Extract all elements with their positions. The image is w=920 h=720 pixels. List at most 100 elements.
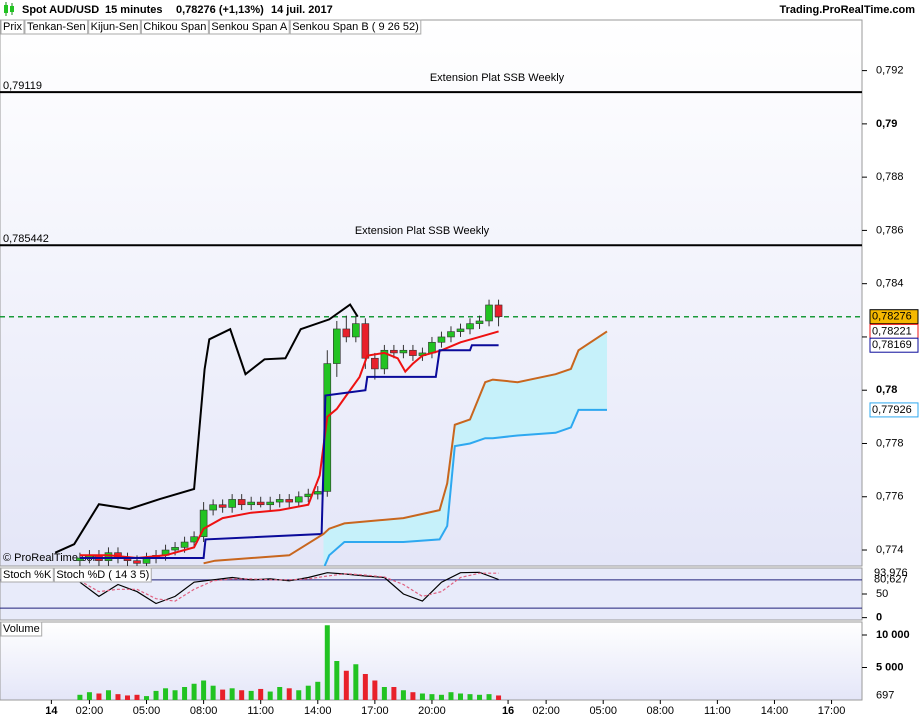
value-marker-label: 0,78221	[872, 325, 912, 337]
candle-body	[361, 323, 370, 359]
y-tick-label: 0,776	[876, 491, 904, 503]
x-tick-label: 05:00	[133, 705, 161, 717]
x-tick-label: 05:00	[589, 705, 617, 717]
volume-bar	[296, 690, 302, 700]
candle-body	[447, 331, 455, 338]
volume-bar	[201, 680, 207, 700]
legend-box	[289, 19, 422, 35]
volume-bar	[315, 681, 321, 700]
volume-bar	[77, 694, 83, 700]
x-tick-label: 08:00	[190, 705, 218, 717]
volume-bar	[362, 674, 368, 700]
volume-bar	[134, 694, 140, 700]
volume-bar	[144, 696, 150, 700]
volume-bar	[239, 690, 245, 700]
candle-body	[294, 496, 303, 503]
value-marker-label: 80,627	[874, 573, 908, 585]
last-price: 0,78276 (+1,13%)	[176, 4, 264, 16]
candle-body	[342, 328, 351, 338]
candle-body	[256, 501, 265, 506]
candle-body	[104, 552, 113, 561]
y-tick-label: 0,792	[876, 65, 904, 77]
candle-body	[399, 349, 408, 354]
candle-body	[247, 501, 255, 506]
candle-body	[380, 349, 389, 370]
volume-bar	[277, 687, 283, 700]
candle-body	[285, 499, 294, 503]
y-tick-label: 0,786	[876, 224, 904, 236]
x-tick-label: 11:00	[704, 705, 731, 717]
volume-bar	[467, 694, 473, 700]
volume-bar	[220, 689, 226, 700]
plot-area	[77, 625, 502, 700]
volume-bar	[419, 693, 425, 700]
legend-box	[140, 19, 209, 35]
volume-bar	[486, 694, 492, 700]
x-tick-label: 14:00	[304, 705, 332, 717]
candle-body	[180, 541, 189, 548]
legend-label: Senkou Span A	[211, 21, 288, 33]
value-marker	[869, 402, 919, 418]
legend-box	[53, 567, 152, 583]
x-tick-label: 02:00	[76, 705, 104, 717]
volume-bar	[124, 695, 130, 700]
series-line	[203, 330, 608, 565]
volume-bar	[391, 687, 397, 700]
volume-bar	[372, 680, 378, 700]
volume-bar	[229, 688, 235, 700]
volume-bar	[324, 625, 330, 700]
volume-bar	[334, 661, 340, 700]
legend-label: Stoch %K	[3, 569, 52, 581]
volume-bar	[191, 683, 197, 700]
volume-bar	[115, 694, 121, 700]
volume-bar	[353, 664, 359, 700]
volume-bar	[86, 692, 92, 700]
volume-bar	[410, 692, 416, 700]
candle-body	[456, 328, 465, 332]
source: Trading.ProRealTime.com	[779, 4, 915, 16]
series-line	[323, 408, 607, 566]
legend-label: Volume	[3, 623, 40, 635]
x-tick-label: 02:00	[532, 705, 560, 717]
y-tick-label: 50	[876, 588, 888, 600]
value-marker-label: 93,976	[874, 567, 908, 579]
candle-body	[313, 491, 322, 495]
y-tick-label: 0,79	[876, 118, 897, 130]
legend-box	[0, 19, 25, 35]
value-marker	[869, 309, 919, 325]
x-tick-label: 16	[502, 705, 514, 717]
series-line	[79, 572, 499, 602]
y-tick-label: 0,78	[876, 384, 897, 396]
candle-body	[409, 349, 417, 356]
candle-body	[390, 349, 398, 354]
legend-label: Stoch %D ( 14 3 5)	[56, 569, 149, 581]
y-tick-label: 0	[876, 612, 882, 624]
volume-bar	[163, 688, 169, 700]
legend-box	[208, 19, 290, 35]
legend-label: Prix	[3, 21, 22, 33]
candle-body	[371, 357, 379, 370]
candle-body	[209, 504, 217, 511]
volume-bar	[267, 691, 273, 700]
value-marker-label: 0,78169	[872, 339, 912, 351]
interval: 15 minutes	[105, 4, 162, 16]
y-tick-label: 0,788	[876, 171, 904, 183]
legend-label: Tenkan-Sen	[27, 21, 86, 33]
volume-bar	[286, 688, 292, 700]
candle-body	[494, 304, 503, 318]
value-marker	[869, 337, 919, 353]
legend-box	[24, 19, 89, 35]
legend-box	[0, 567, 54, 583]
volume-bar	[105, 690, 111, 700]
candle-body	[437, 336, 446, 343]
candle-body	[237, 499, 246, 506]
series-line	[54, 303, 359, 554]
volume-bar	[477, 694, 483, 700]
volume-bar	[182, 687, 188, 700]
x-tick-label: 14:00	[761, 705, 789, 717]
volume-bar	[248, 690, 254, 700]
y-tick-label: 5 000	[876, 661, 904, 673]
candle-body	[466, 323, 474, 330]
candle-body	[485, 304, 493, 322]
y-tick-label: 10 000	[876, 629, 910, 641]
